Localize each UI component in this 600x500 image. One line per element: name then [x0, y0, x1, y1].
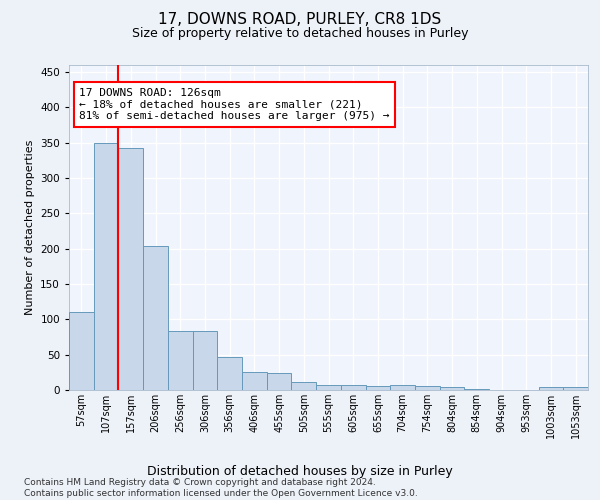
- Text: Size of property relative to detached houses in Purley: Size of property relative to detached ho…: [132, 28, 468, 40]
- Text: Distribution of detached houses by size in Purley: Distribution of detached houses by size …: [147, 464, 453, 477]
- Bar: [143, 246, 168, 390]
- Bar: [563, 387, 588, 390]
- Bar: [390, 385, 415, 390]
- Text: 17, DOWNS ROAD, PURLEY, CR8 1DS: 17, DOWNS ROAD, PURLEY, CR8 1DS: [158, 12, 442, 28]
- Text: 17 DOWNS ROAD: 126sqm
← 18% of detached houses are smaller (221)
81% of semi-det: 17 DOWNS ROAD: 126sqm ← 18% of detached …: [79, 88, 390, 121]
- Bar: [118, 148, 143, 390]
- Bar: [267, 373, 292, 390]
- Bar: [539, 387, 563, 390]
- Text: Contains HM Land Registry data © Crown copyright and database right 2024.
Contai: Contains HM Land Registry data © Crown c…: [24, 478, 418, 498]
- Bar: [440, 387, 464, 390]
- Bar: [217, 357, 242, 390]
- Bar: [365, 386, 390, 390]
- Bar: [341, 385, 365, 390]
- Bar: [464, 388, 489, 390]
- Bar: [242, 372, 267, 390]
- Bar: [69, 312, 94, 390]
- Bar: [316, 385, 341, 390]
- Bar: [292, 382, 316, 390]
- Bar: [193, 330, 217, 390]
- Y-axis label: Number of detached properties: Number of detached properties: [25, 140, 35, 315]
- Bar: [415, 386, 440, 390]
- Bar: [168, 330, 193, 390]
- Bar: [94, 142, 118, 390]
